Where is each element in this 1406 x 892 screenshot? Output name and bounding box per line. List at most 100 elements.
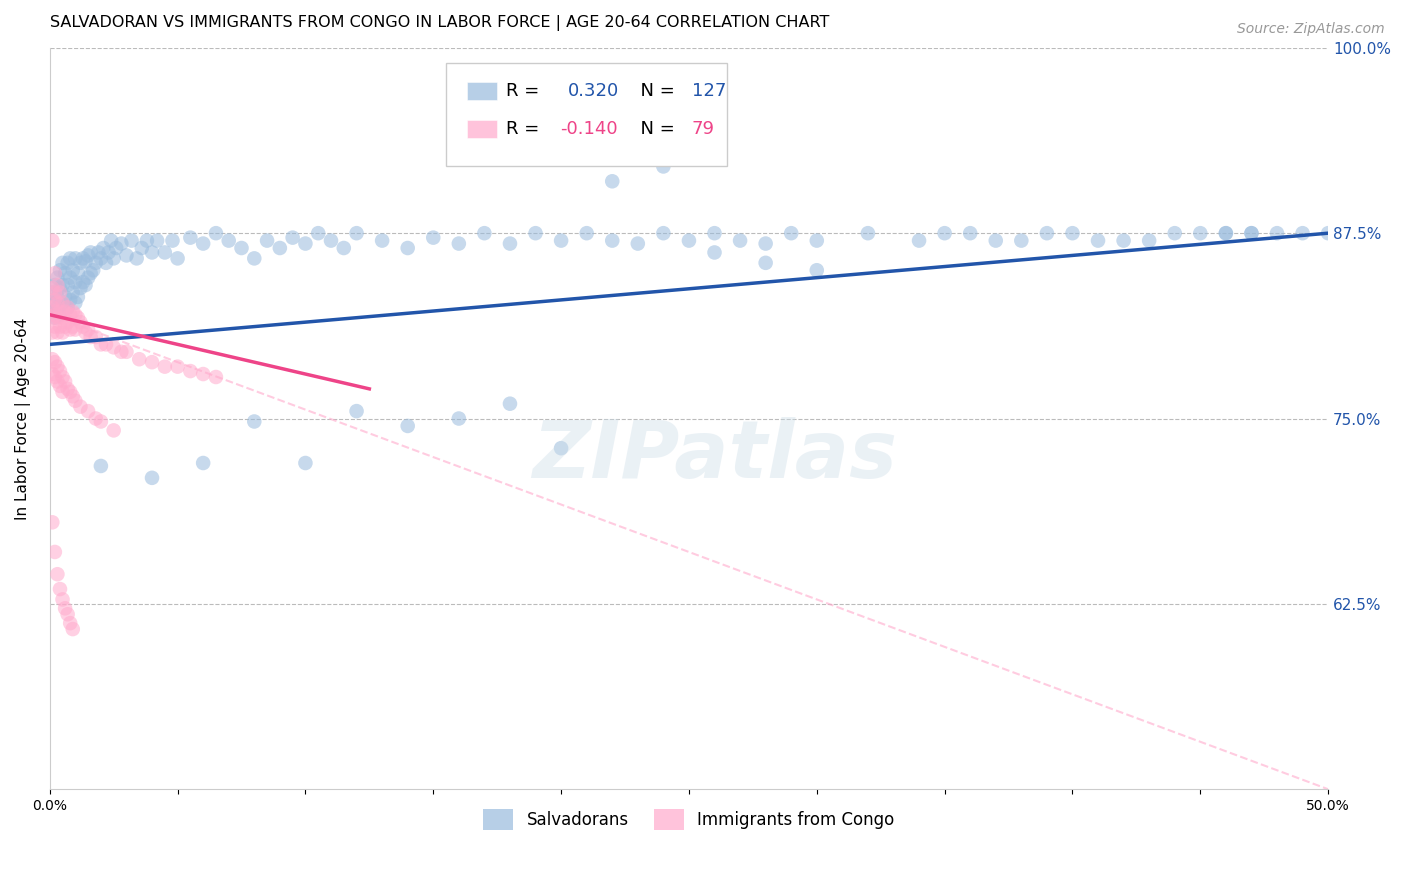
Point: [396, 241, 419, 255]
Point: [59, 322, 82, 336]
Text: Source: ZipAtlas.com: Source: ZipAtlas.com: [1237, 22, 1385, 37]
Point: [46, 567, 69, 582]
Point: [46, 296, 69, 310]
Point: [806, 263, 828, 277]
Point: [652, 160, 675, 174]
Point: [1317, 226, 1340, 240]
Point: [93, 241, 115, 255]
Point: [44, 266, 66, 280]
Point: [105, 241, 128, 255]
Point: [1189, 226, 1212, 240]
Point: [128, 352, 150, 367]
Point: [46, 359, 69, 374]
Point: [1137, 234, 1160, 248]
Point: [49, 364, 72, 378]
Point: [422, 230, 444, 244]
Point: [77, 270, 100, 285]
Point: [135, 234, 157, 248]
Point: [49, 308, 72, 322]
Point: [62, 285, 84, 300]
Point: [218, 234, 240, 248]
Point: [72, 319, 94, 334]
Point: [51, 592, 73, 607]
Point: [56, 278, 79, 293]
Point: [59, 293, 82, 307]
Point: [652, 226, 675, 240]
Point: [141, 355, 163, 369]
Point: [44, 319, 66, 334]
Point: [66, 290, 89, 304]
Point: [153, 245, 176, 260]
Point: [75, 278, 97, 293]
Point: [46, 310, 69, 325]
Point: [294, 236, 316, 251]
Point: [66, 310, 89, 325]
Point: [205, 370, 228, 384]
Point: [59, 384, 82, 399]
Point: [474, 226, 496, 240]
Point: [59, 270, 82, 285]
Point: [46, 301, 69, 315]
Point: [62, 622, 84, 636]
Point: [166, 252, 188, 266]
Point: [51, 256, 73, 270]
Point: [728, 234, 751, 248]
Point: [908, 234, 931, 248]
Point: [49, 263, 72, 277]
Point: [524, 226, 547, 240]
Point: [780, 226, 803, 240]
Point: [115, 344, 138, 359]
Point: [59, 616, 82, 631]
Point: [84, 256, 107, 270]
Point: [46, 375, 69, 389]
Point: [56, 382, 79, 396]
Point: [90, 252, 112, 266]
Point: [84, 411, 107, 425]
Point: [65, 322, 87, 336]
Text: 0.320: 0.320: [568, 82, 619, 100]
Point: [191, 456, 214, 470]
Point: [51, 296, 73, 310]
Point: [51, 370, 73, 384]
Point: [755, 256, 778, 270]
Point: [1215, 226, 1237, 240]
Point: [166, 359, 188, 374]
Point: [550, 441, 572, 455]
Point: [307, 226, 329, 240]
Point: [115, 248, 138, 262]
Point: [51, 296, 73, 310]
Point: [44, 285, 66, 300]
Point: [243, 415, 266, 429]
Point: [46, 278, 69, 293]
FancyBboxPatch shape: [446, 62, 727, 167]
Point: [141, 471, 163, 485]
Point: [69, 256, 91, 270]
Point: [231, 241, 253, 255]
Legend: Salvadorans, Immigrants from Congo: Salvadorans, Immigrants from Congo: [477, 803, 901, 837]
Point: [44, 370, 66, 384]
Point: [41, 367, 63, 381]
Point: [146, 234, 169, 248]
Point: [44, 305, 66, 319]
Text: N =: N =: [628, 82, 681, 100]
Point: [703, 245, 725, 260]
Point: [53, 319, 76, 334]
Point: [56, 256, 79, 270]
Point: [179, 230, 201, 244]
Point: [62, 263, 84, 277]
Text: 79: 79: [692, 120, 714, 137]
Point: [499, 397, 522, 411]
Point: [41, 281, 63, 295]
Point: [53, 290, 76, 304]
Y-axis label: In Labor Force | Age 20-64: In Labor Force | Age 20-64: [15, 318, 31, 520]
Point: [333, 241, 356, 255]
Point: [153, 359, 176, 374]
Point: [90, 415, 112, 429]
Point: [49, 281, 72, 295]
Point: [110, 236, 132, 251]
Point: [72, 252, 94, 266]
Point: [1240, 226, 1263, 240]
Point: [46, 270, 69, 285]
Point: [41, 326, 63, 340]
Point: [72, 275, 94, 289]
